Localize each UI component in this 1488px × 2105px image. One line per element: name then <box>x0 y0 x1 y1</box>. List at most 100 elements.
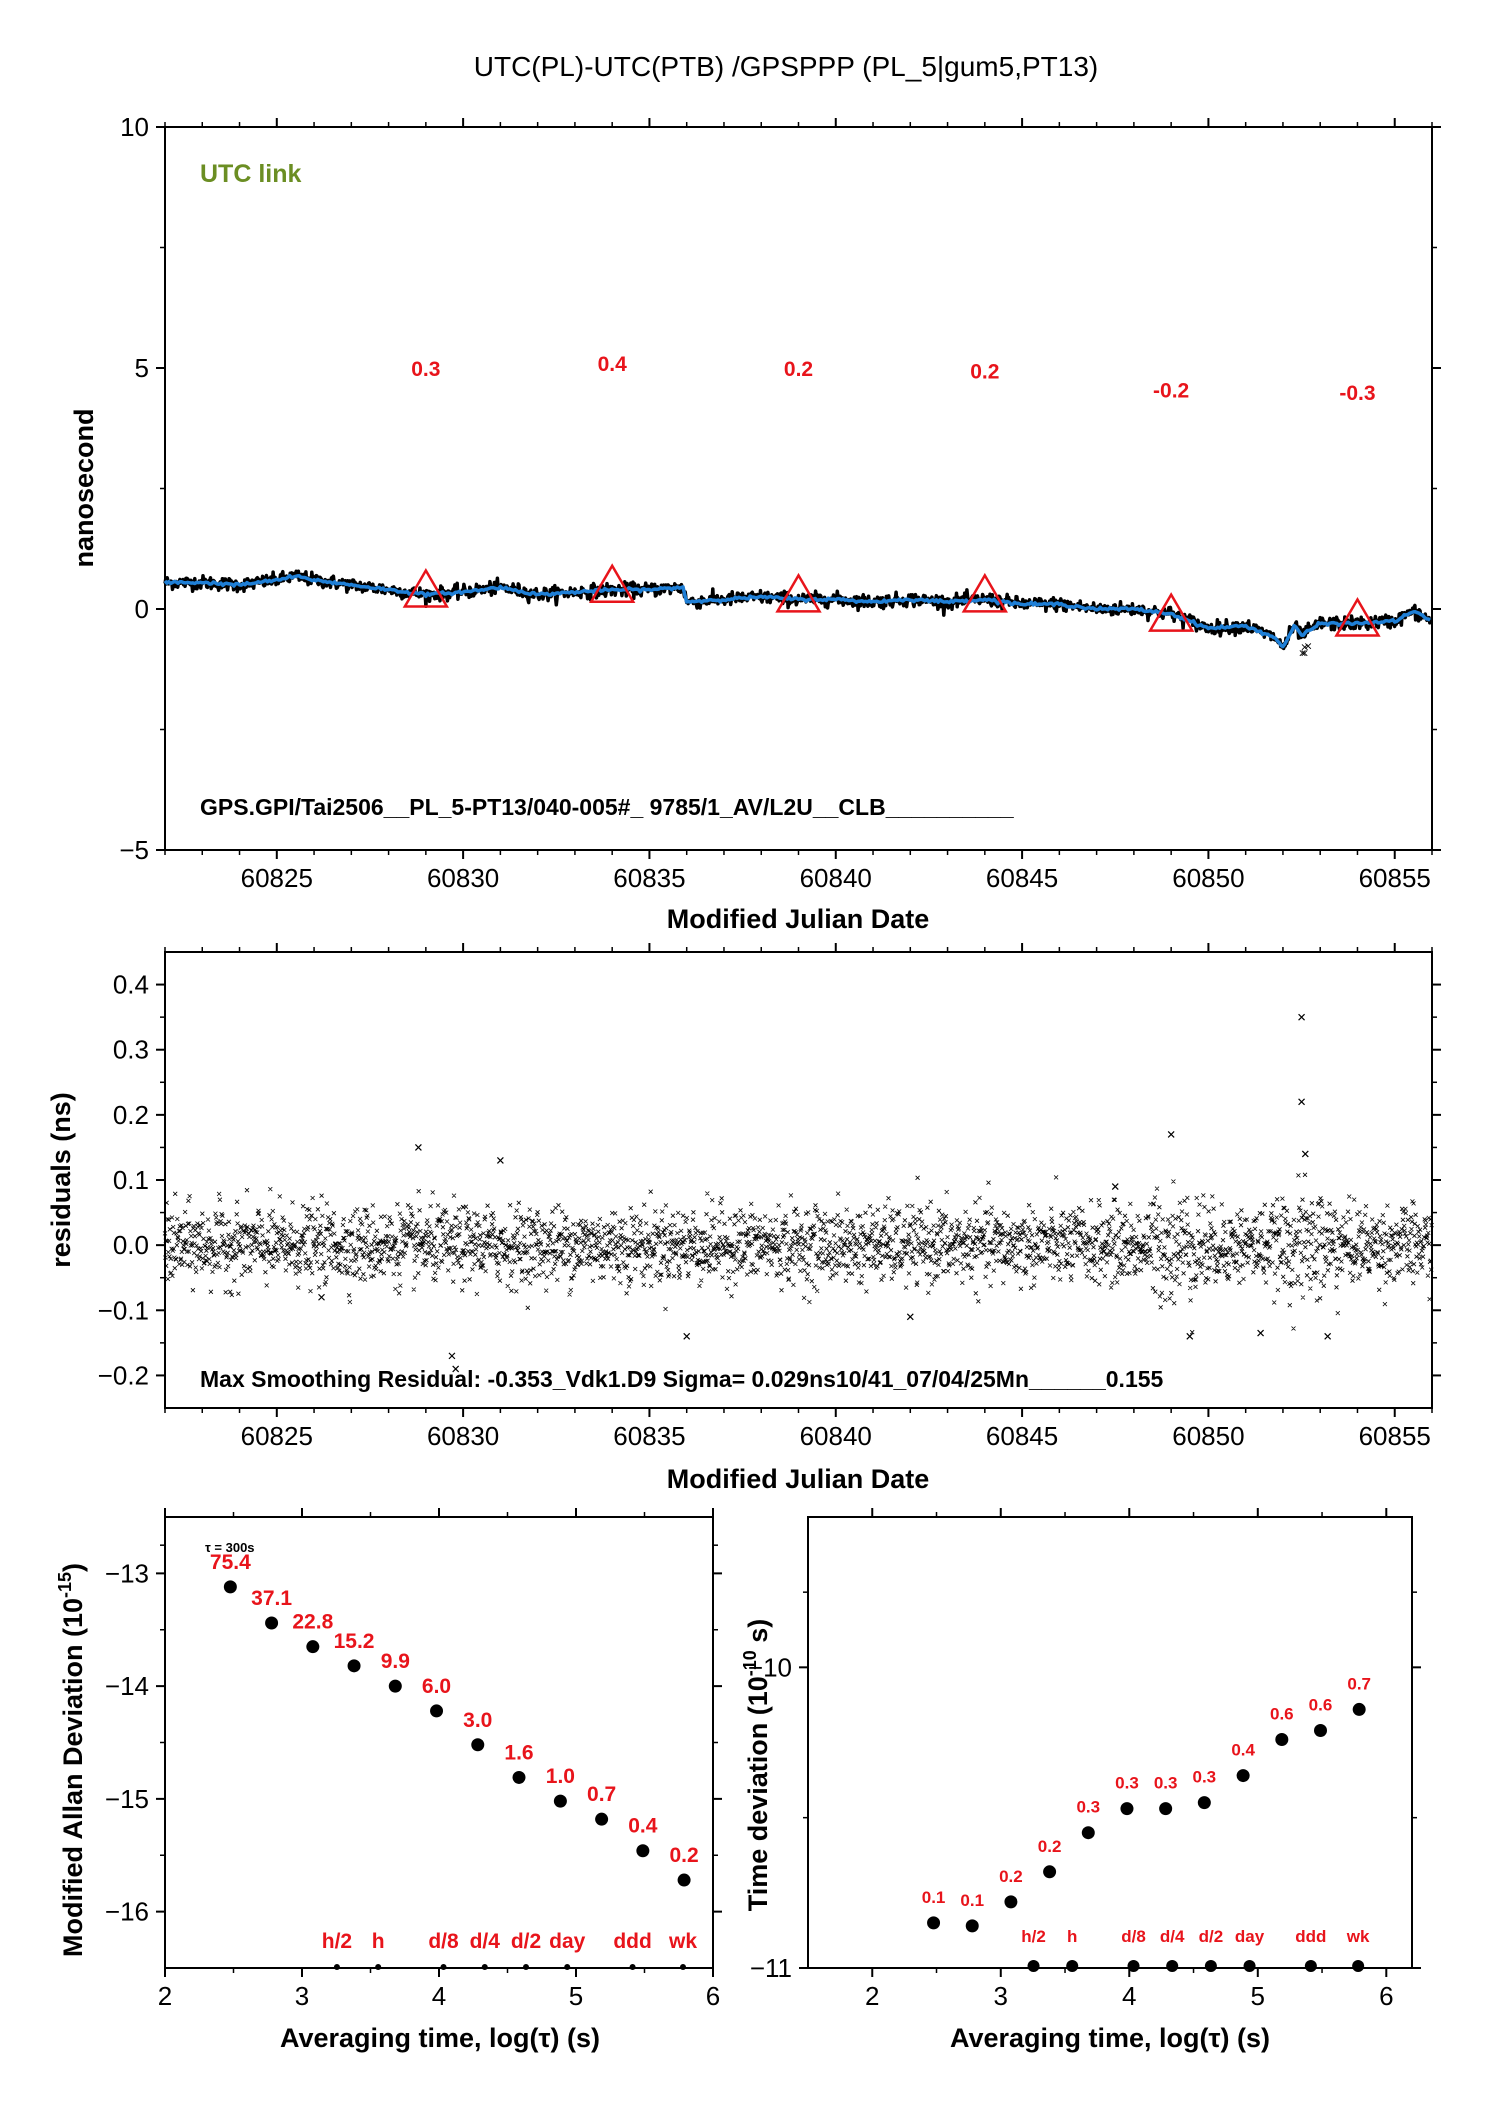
raw-outlier-mark: × <box>1303 640 1312 653</box>
panel-2-footer: Max Smoothing Residual: -0.353_Vdk1.D9 S… <box>200 1366 1164 1392</box>
x-tick-label: 4 <box>1122 1981 1136 2011</box>
stability-label: 0.4 <box>1231 1741 1255 1760</box>
stability-point <box>677 1873 691 1887</box>
x-tick-label: 60835 <box>613 863 685 893</box>
stability-label: 0.2 <box>999 1867 1023 1886</box>
stability-label: 0.3 <box>1115 1774 1139 1793</box>
stability-point <box>1352 1702 1366 1716</box>
stability-label: 0.3 <box>1154 1774 1178 1793</box>
residual-outlier <box>1257 1329 1265 1337</box>
stability-label: 22.8 <box>292 1611 333 1634</box>
x-tick-label: 60830 <box>427 1421 499 1451</box>
x-tick-label: 5 <box>569 1981 583 2011</box>
stability-point <box>265 1616 279 1630</box>
reference-label: d/8 <box>1121 1927 1146 1946</box>
stability-label: 0.2 <box>1038 1837 1062 1856</box>
stability-label: 9.9 <box>381 1650 410 1673</box>
x-tick-label: 60855 <box>1359 1421 1431 1451</box>
y-tick-label: −16 <box>105 1897 149 1927</box>
panel-3-frame <box>164 1516 714 1969</box>
reference-label: h/2 <box>322 1930 352 1953</box>
panel-2-xlabel: Modified Julian Date <box>667 1464 930 1494</box>
reference-dot <box>629 1964 636 1970</box>
stability-point <box>223 1580 237 1594</box>
reference-label: d/2 <box>511 1930 541 1953</box>
stability-point <box>306 1640 320 1654</box>
y-tick-label: −0.2 <box>98 1360 149 1390</box>
figure-title: UTC(PL)-UTC(PTB) /GPSPPP (PL_5|gum5,PT13… <box>474 51 1098 82</box>
panel-1-ticks: 60825 60830 60835 60840 60845 60850 60855 −5 0 5 1… <box>119 112 1441 893</box>
stability-label: 75.4 <box>210 1551 251 1574</box>
panel-2-data <box>162 1013 1434 1373</box>
offset-annotation: 0.3 <box>411 358 440 381</box>
stability-point <box>512 1770 526 1784</box>
panel-1-data: ××××××0.3 0.4 0.2 0.2-0.2 -0.3 <box>163 353 1434 660</box>
triangle-marker <box>1334 596 1381 637</box>
x-tick-label: 60825 <box>241 1421 313 1451</box>
stability-point <box>965 1919 979 1933</box>
stability-label: 1.0 <box>546 1765 575 1788</box>
panel-2-ticks: 60825 60830 60835 60840 60845 60850 60855 −0.2 −… <box>98 943 1441 1451</box>
residual-outlier <box>318 1293 325 1301</box>
reference-label: d/4 <box>470 1930 501 1953</box>
stability-point <box>1004 1895 1018 1909</box>
reference-dot <box>1166 1960 1179 1972</box>
stability-point <box>1120 1802 1134 1816</box>
triangle-marker <box>1147 592 1195 632</box>
triangle-marker <box>589 563 636 603</box>
reference-dot <box>1066 1960 1079 1972</box>
reference-label: wk <box>1346 1927 1370 1946</box>
x-tick-label: 60845 <box>986 1421 1058 1451</box>
reference-dot <box>1027 1960 1040 1972</box>
y-tick-label: −13 <box>105 1558 149 1588</box>
panel-2-ylabel: residuals (ns) <box>46 1092 76 1268</box>
x-tick-label: 6 <box>706 1981 720 2011</box>
panel-3-data: 75.437.122.815.2 9.9 6.0 3.0 1.6 1.0 0.7 0.4 0.2… <box>210 1551 699 1970</box>
x-tick-label: 60825 <box>241 863 313 893</box>
reference-dot <box>1304 1960 1317 1972</box>
panel-3-ylabel-sup: -15 <box>55 1572 75 1598</box>
panel-1-footer: GPS.GPI/Tai2506__PL_5-PT13/040-005#_ 978… <box>200 794 1014 820</box>
reference-dot <box>1243 1960 1256 1972</box>
y-tick-label: −10 <box>748 1652 792 1682</box>
reference-dot <box>1352 1960 1365 1972</box>
stability-point <box>388 1679 402 1693</box>
residual-outlier <box>1298 1013 1305 1021</box>
panel-4-ylabel-main: Time deviation (10 <box>743 1676 773 1911</box>
legend-utc-link: UTC link <box>200 160 301 188</box>
panel-1-frame <box>164 126 1433 851</box>
stability-point <box>347 1659 361 1673</box>
stability-label: 0.3 <box>1193 1768 1217 1787</box>
raw-outlier-mark: × <box>1300 647 1309 660</box>
reference-label: h <box>372 1930 385 1953</box>
panel-3-tau-note: τ = 300s <box>205 1540 255 1555</box>
y-tick-label: 0.0 <box>113 1230 149 1260</box>
stability-label: 0.1 <box>960 1891 984 1910</box>
residual-outlier <box>906 1313 914 1321</box>
residual-outlier <box>1186 1332 1194 1340</box>
reference-label: ddd <box>1295 1927 1326 1946</box>
reference-label: day <box>549 1930 586 1953</box>
y-tick-label: −14 <box>105 1671 149 1701</box>
x-tick-label: 60830 <box>427 863 499 893</box>
y-tick-label: −11 <box>750 1953 792 1983</box>
stability-label: 0.7 <box>587 1783 616 1806</box>
panel-residuals: 60825 60830 60835 60840 60845 60850 60855 −0.2 −… <box>46 943 1441 1494</box>
reference-dot <box>1204 1960 1217 1972</box>
stability-point <box>1081 1826 1095 1840</box>
x-tick-label: 60855 <box>1359 863 1431 893</box>
stability-point <box>1314 1723 1328 1737</box>
stability-label: 15.2 <box>334 1630 375 1653</box>
reference-dot <box>1127 1960 1140 1972</box>
reference-dot <box>679 1964 686 1970</box>
stability-label: 0.6 <box>1309 1695 1333 1714</box>
y-tick-label: 0.2 <box>113 1100 149 1130</box>
stability-point <box>1236 1769 1250 1783</box>
panel-4-xlabel: Averaging time, log(τ) (s) <box>950 2023 1270 2053</box>
stability-label: 37.1 <box>251 1587 292 1610</box>
stability-point <box>471 1738 485 1752</box>
residual-outlier <box>452 1365 460 1373</box>
y-tick-label: 5 <box>135 353 149 383</box>
panel-4-ylabel: Time deviation (10-10 s) <box>740 1619 773 1912</box>
offset-annotation: -0.2 <box>1153 380 1189 403</box>
